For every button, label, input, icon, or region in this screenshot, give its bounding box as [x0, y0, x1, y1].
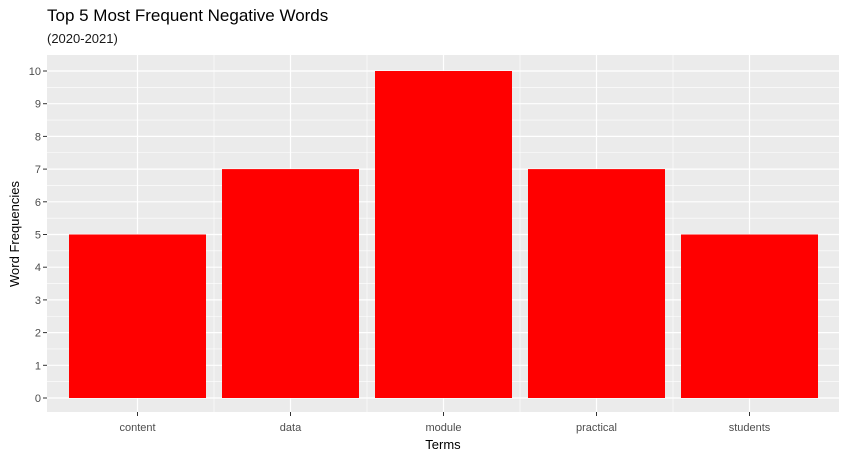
y-tick-label: 6 — [35, 197, 41, 209]
bars — [69, 71, 818, 398]
x-tick-label: data — [280, 422, 302, 434]
y-ticks: 0 1 2 3 4 5 6 7 8 9 10 — [29, 66, 47, 405]
y-tick-label: 4 — [35, 262, 41, 274]
y-tick-label: 3 — [35, 295, 41, 307]
x-tick-label: module — [425, 422, 461, 434]
y-tick-label: 8 — [35, 131, 41, 143]
y-tick-label: 0 — [35, 393, 41, 405]
x-tick-label: students — [729, 422, 771, 434]
chart-subtitle: (2020-2021) — [47, 31, 118, 46]
x-tick-label: content — [119, 422, 155, 434]
bar-content — [69, 234, 206, 398]
y-tick-label: 9 — [35, 99, 41, 111]
y-tick-label: 10 — [29, 66, 41, 78]
bar-data — [222, 169, 359, 398]
y-tick-label: 5 — [35, 230, 41, 242]
bar-practical — [528, 169, 665, 398]
chart-title: Top 5 Most Frequent Negative Words — [47, 6, 329, 25]
bar-module — [375, 71, 512, 398]
bar-students — [681, 234, 818, 398]
x-ticks: content data module practical students — [119, 412, 771, 434]
y-axis-label: Word Frequencies — [7, 181, 22, 287]
x-axis-label: Terms — [425, 437, 461, 452]
y-tick-label: 1 — [35, 360, 41, 372]
x-tick-label: practical — [576, 422, 617, 434]
y-tick-label: 7 — [35, 164, 41, 176]
y-tick-label: 2 — [35, 328, 41, 340]
